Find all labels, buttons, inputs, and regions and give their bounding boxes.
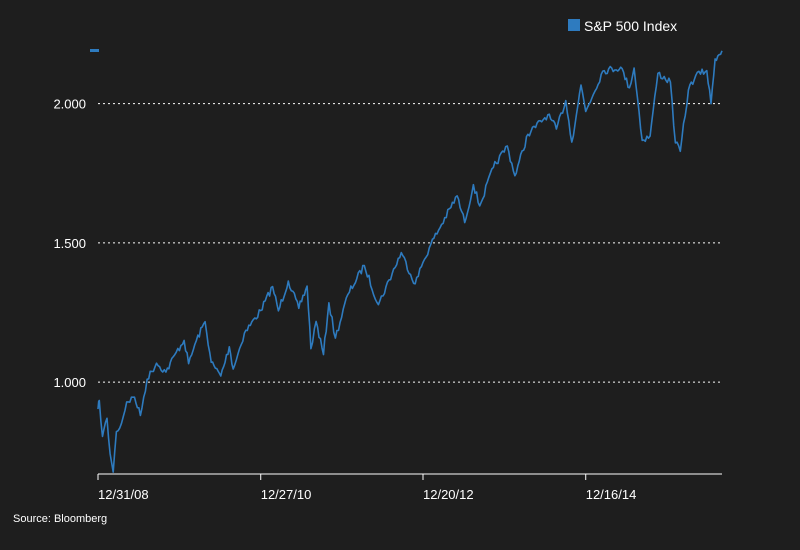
y-tick-label: 2.000 — [53, 97, 86, 112]
x-tick-label: 12/16/14 — [586, 487, 637, 502]
legend: S&P 500 Index — [568, 18, 677, 34]
x-tick-label: 12/27/10 — [261, 487, 312, 502]
legend-label: S&P 500 Index — [584, 18, 677, 34]
legend-swatch — [568, 19, 580, 31]
y-tick-label: 1.000 — [53, 375, 86, 390]
x-tick-label: 12/20/12 — [423, 487, 474, 502]
x-tick-label: 12/31/08 — [98, 487, 149, 502]
x-axis-ticks: 12/31/08 12/27/10 12/20/12 12/16/14 — [97, 474, 637, 502]
y-tick-label: 1.500 — [53, 236, 86, 251]
legend-dash-marker — [90, 49, 99, 52]
series-line-sp500 — [97, 50, 723, 473]
grid-lines — [98, 103, 722, 383]
y-axis-ticks: 1.000 1.500 2.000 — [53, 97, 86, 390]
source-note: Source: Bloomberg — [13, 513, 107, 525]
